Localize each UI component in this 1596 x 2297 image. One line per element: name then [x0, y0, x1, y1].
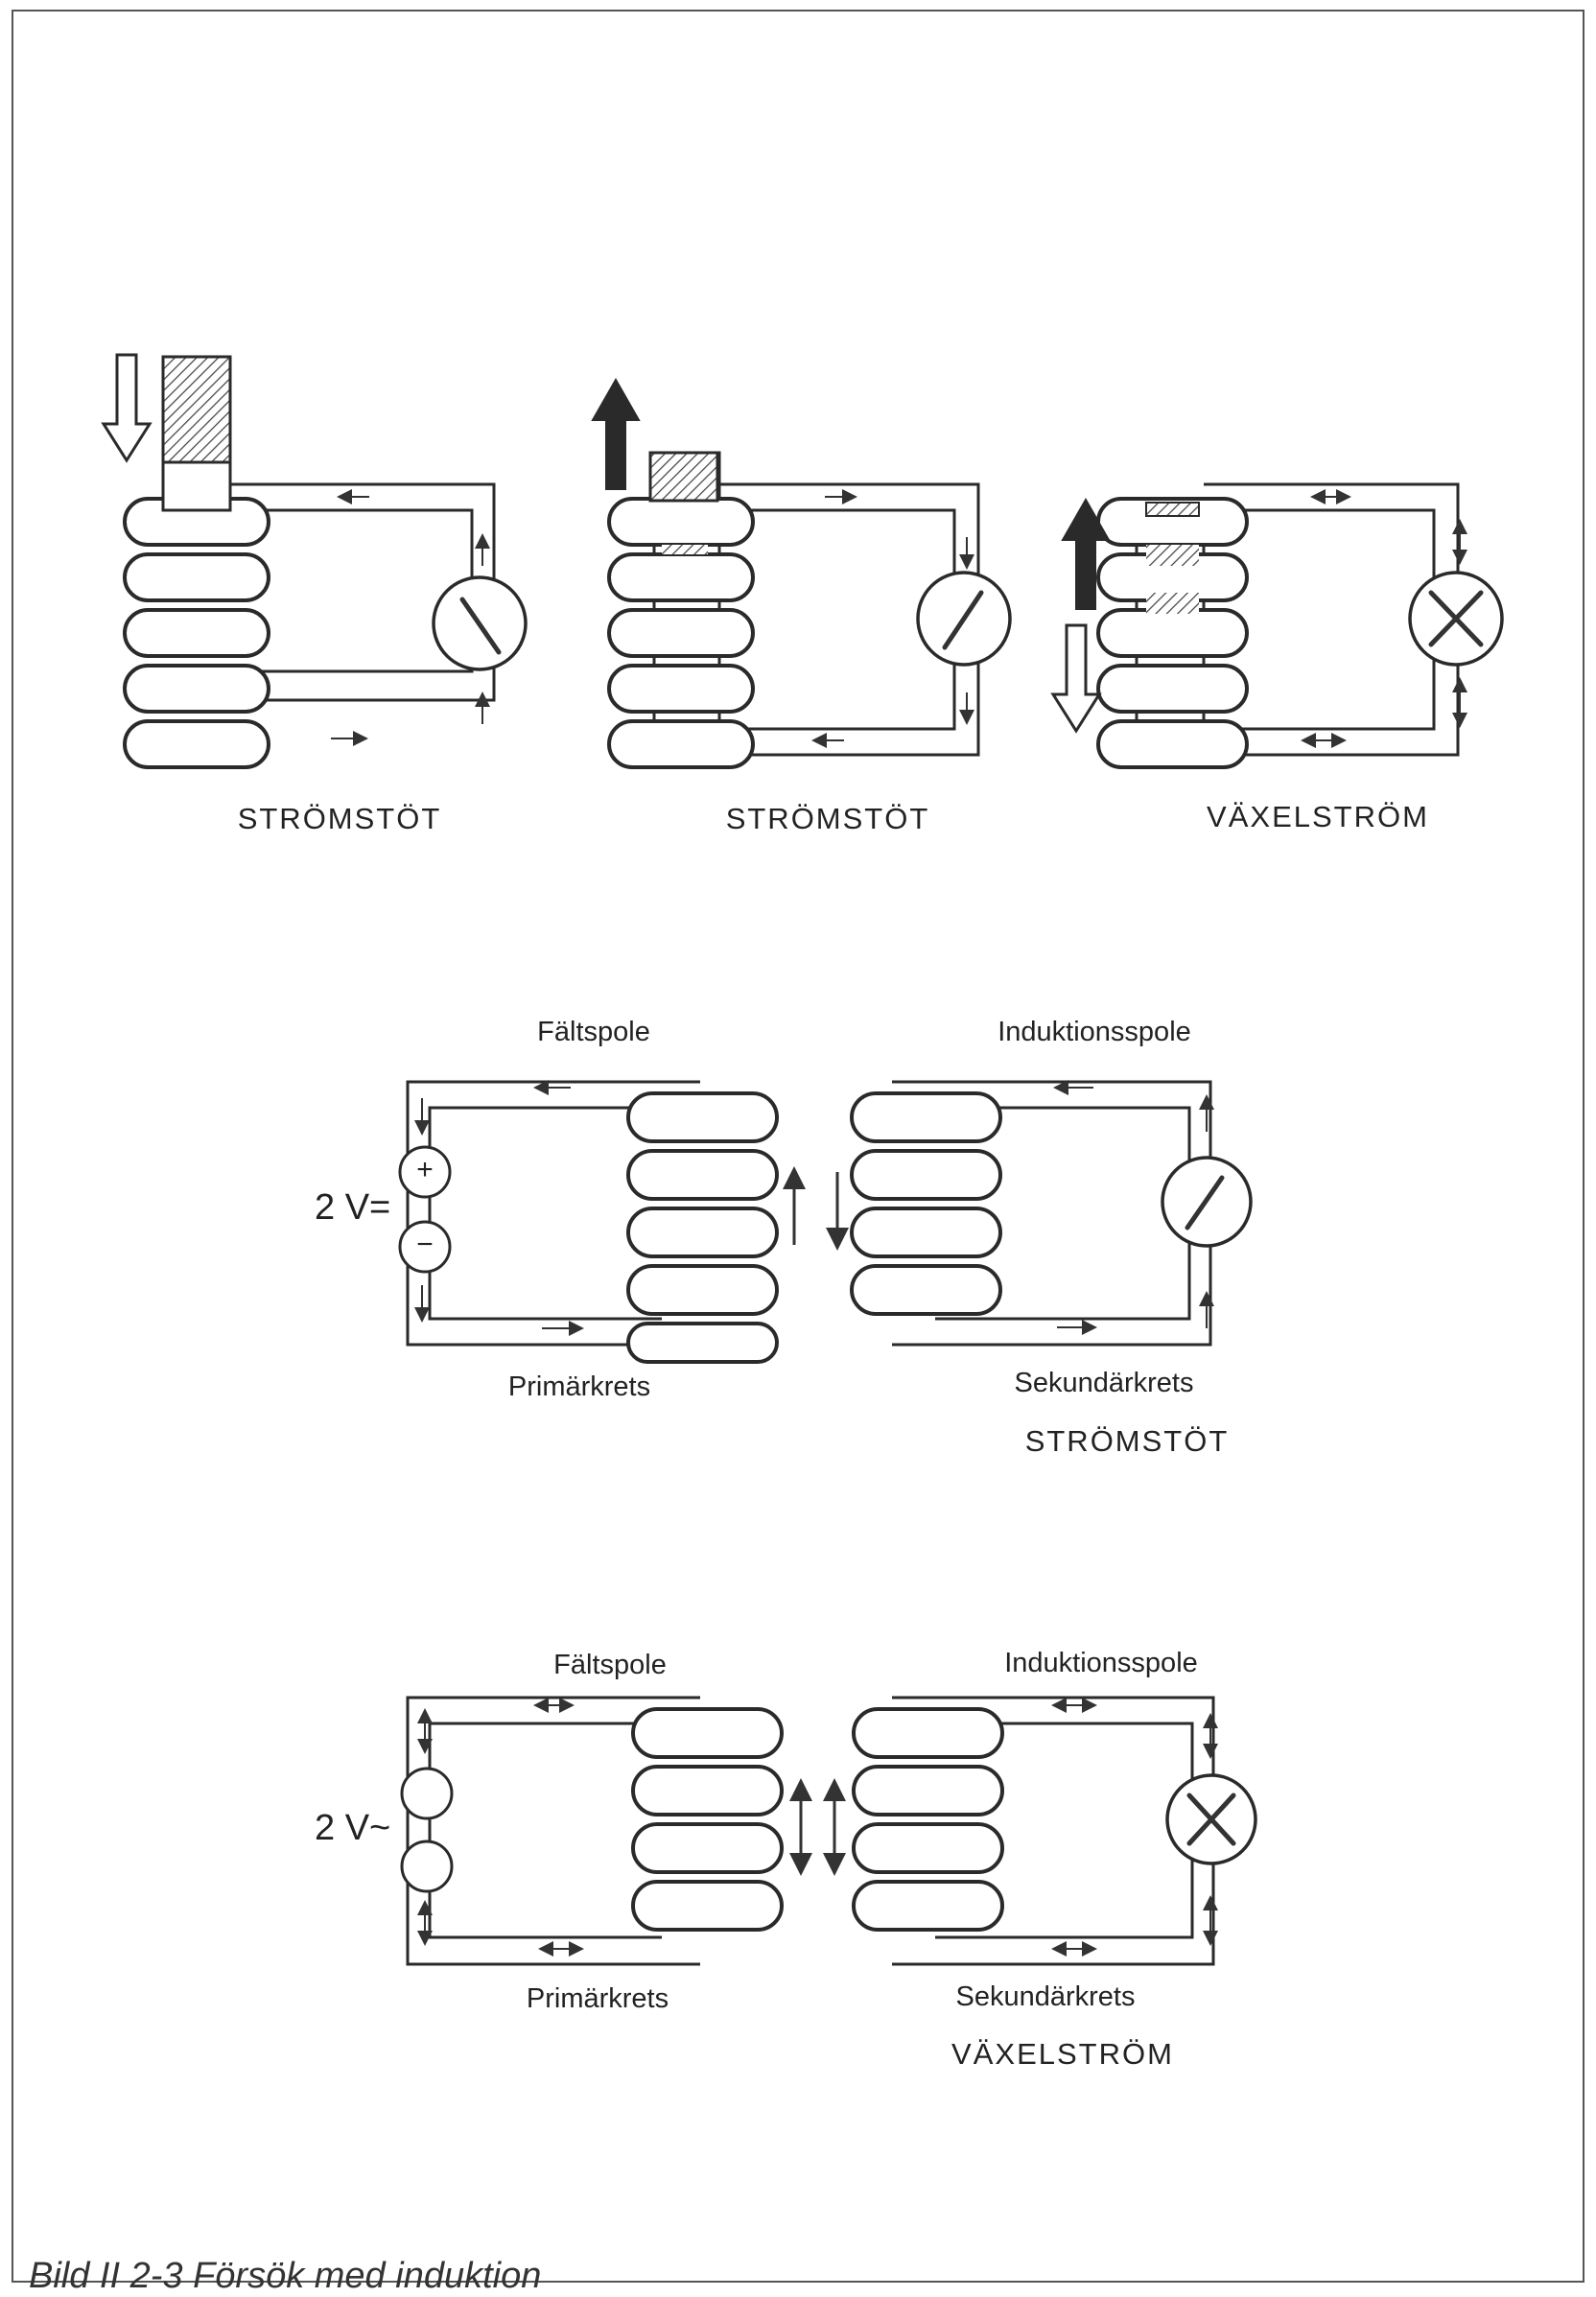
galvanometer-needle — [942, 590, 984, 650]
induction-coil — [852, 1707, 1004, 1932]
ac-induction-coil-label: Induktionsspole — [1004, 1648, 1198, 1678]
ac-meter-needle — [1186, 1793, 1236, 1846]
coil — [123, 497, 270, 769]
ac-primary-circuit — [400, 1696, 812, 1966]
ac-field-coil-label: Fältspole — [553, 1650, 667, 1680]
panel-3-magnet-oscillating — [1050, 482, 1504, 769]
dc-voltage-label: 2 V= — [315, 1187, 391, 1228]
dc-primary-circuit — [398, 1080, 806, 1364]
ac-source-terminal — [400, 1840, 454, 1893]
minus-sign: − — [416, 1229, 434, 1260]
panel-1-magnet-down — [101, 353, 528, 769]
dc-secondary-circuit — [826, 1080, 1253, 1347]
ac-secondary-circuit — [823, 1696, 1257, 1966]
figure-caption: Bild II 2-3 Försök med induktion — [29, 2256, 542, 2296]
plus-sign: + — [416, 1154, 434, 1185]
panel-3-label: VÄXELSTRÖM — [1207, 800, 1429, 833]
circuit-wire-inner — [1223, 508, 1436, 731]
galvanometer-needle — [1185, 1175, 1225, 1231]
induction-coil — [850, 1091, 1002, 1316]
field-coil — [626, 1091, 779, 1364]
primary-wire — [406, 1080, 700, 1347]
panel-1-label: STRÖMSTÖT — [237, 802, 442, 835]
primary-wire-inner — [428, 1106, 662, 1321]
dc-induction-coil-label: Induktionsspole — [998, 1017, 1191, 1047]
ac-voltage-label: 2 V~ — [315, 1808, 391, 1848]
battery-plus-terminal — [398, 1145, 452, 1199]
panel-2-magnet-up — [591, 377, 1012, 769]
coil — [1096, 497, 1249, 769]
magnet-end — [161, 460, 232, 512]
figure-frame — [12, 10, 1584, 2283]
ac-source-terminal — [400, 1767, 454, 1820]
bar-magnet — [648, 451, 719, 503]
ac-mode-label: VÄXELSTRÖM — [951, 2037, 1174, 2071]
battery-minus-terminal — [398, 1220, 452, 1274]
ac-primary-label: Primärkrets — [526, 1983, 669, 2014]
circuit-wire-inner — [240, 508, 474, 673]
dc-field-coil-label: Fältspole — [537, 1017, 650, 1047]
bar-magnet — [161, 355, 232, 464]
arrow-down-icon — [1050, 623, 1102, 734]
panel-2-label: STRÖMSTÖT — [725, 802, 930, 835]
bar-magnet — [1145, 502, 1200, 517]
arrow-down-icon — [101, 353, 153, 463]
dc-mode-label: STRÖMSTÖT — [1024, 1424, 1230, 1458]
arrow-up-icon — [591, 377, 641, 490]
field-coil — [631, 1707, 784, 1932]
arrow-up-icon — [1061, 497, 1111, 610]
ac-secondary-label: Sekundärkrets — [955, 1981, 1136, 2012]
galvanometer-needle — [459, 597, 502, 655]
ac-meter-needle — [1428, 590, 1484, 647]
primary-wire-inner — [428, 1722, 662, 1939]
dc-primary-label: Primärkrets — [507, 1371, 651, 1402]
dc-secondary-label: Sekundärkrets — [1014, 1368, 1194, 1398]
coil — [607, 497, 755, 769]
